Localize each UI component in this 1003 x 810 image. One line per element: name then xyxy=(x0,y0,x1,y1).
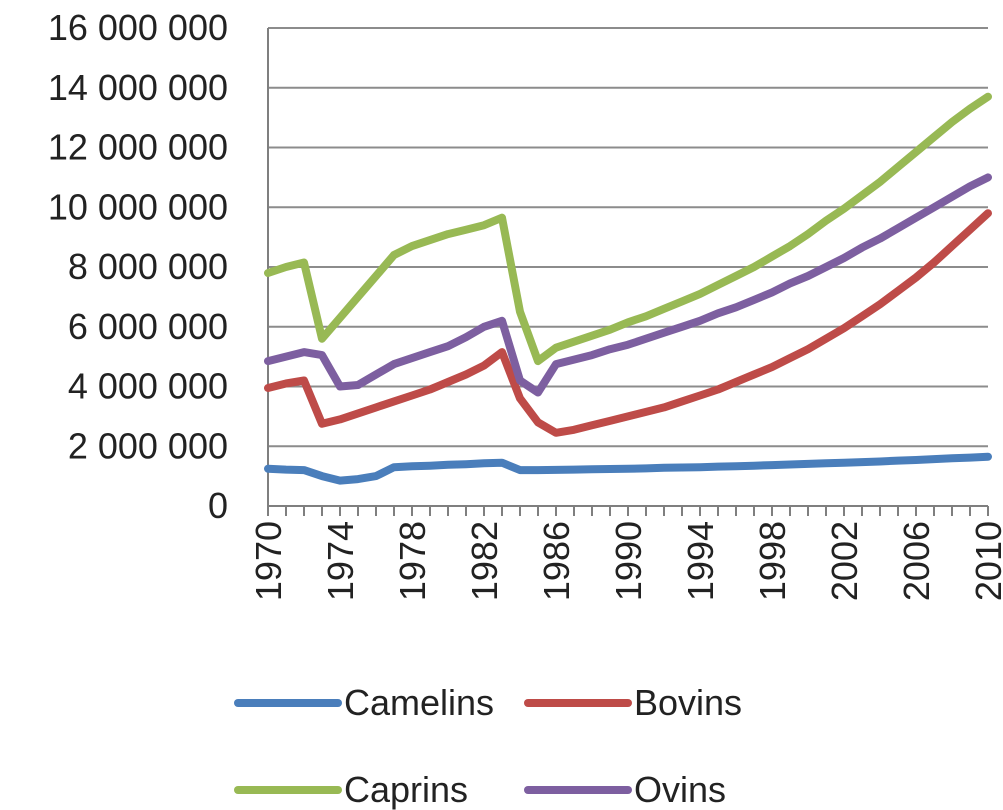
legend-label-camelins: Camelins xyxy=(344,682,494,723)
legend-label-caprins: Caprins xyxy=(344,769,468,810)
series-lines xyxy=(268,97,988,481)
series-line-ovins xyxy=(268,177,988,392)
x-tick-label: 1982 xyxy=(464,521,505,601)
y-tick-label: 10 000 000 xyxy=(48,186,228,227)
legend-label-ovins: Ovins xyxy=(634,769,726,810)
y-tick-label: 8 000 000 xyxy=(68,246,228,287)
x-tick-label: 2010 xyxy=(968,521,1003,601)
x-tick-label: 1970 xyxy=(248,521,289,601)
y-tick-label: 6 000 000 xyxy=(68,306,228,347)
series-line-caprins xyxy=(268,97,988,361)
x-tick-label: 1986 xyxy=(536,521,577,601)
x-tick-label: 1994 xyxy=(680,521,721,601)
legend: Camelins Bovins Caprins Ovins xyxy=(238,682,742,810)
y-tick-label: 4 000 000 xyxy=(68,366,228,407)
y-tick-label: 0 xyxy=(208,485,228,526)
y-tick-label: 14 000 000 xyxy=(48,67,228,108)
legend-label-bovins: Bovins xyxy=(634,682,742,723)
x-tick-label: 1974 xyxy=(320,521,361,601)
x-tick-label: 2002 xyxy=(824,521,865,601)
series-line-camelins xyxy=(268,457,988,481)
y-tick-label: 16 000 000 xyxy=(48,7,228,48)
x-tick-label: 1998 xyxy=(752,521,793,601)
y-tick-label: 12 000 000 xyxy=(48,127,228,168)
y-tick-label: 2 000 000 xyxy=(68,425,228,466)
x-tick-label: 2006 xyxy=(896,521,937,601)
x-tick-label: 1990 xyxy=(608,521,649,601)
x-tick-label: 1978 xyxy=(392,521,433,601)
y-axis-tick-labels: 0 2 000 000 4 000 000 6 000 000 8 000 000 10 … xyxy=(48,7,228,526)
x-axis-tick-labels: 1970 1974 1978 1982 1986 1990 1994 1998 2002 2006… xyxy=(248,521,1003,601)
